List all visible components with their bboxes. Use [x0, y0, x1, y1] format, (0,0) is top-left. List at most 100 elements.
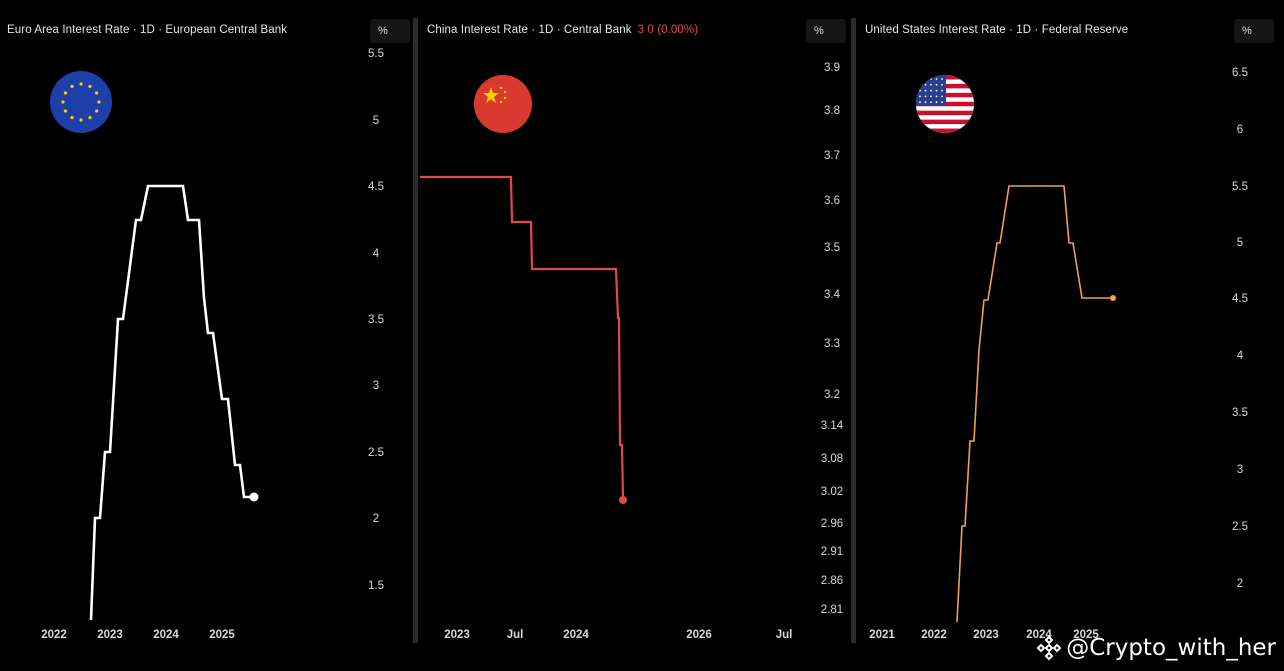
flag-star	[919, 78, 921, 80]
eu-flag-icon	[50, 71, 112, 133]
us-chart: 6.5 6 5.5 5 4.5 4 3.5 3 2.5 2 2021 2022 2023 2024 202…	[869, 67, 1248, 641]
flag-star	[924, 78, 927, 80]
eu-star	[94, 91, 99, 95]
flag-star	[935, 95, 938, 98]
euro-chart-title: Euro Area Interest Rate · 1D · European …	[7, 24, 288, 36]
flag-star	[941, 95, 943, 98]
y-tick-label: 6	[1237, 124, 1243, 136]
unit-button[interactable]: %	[806, 19, 846, 43]
eu-star	[61, 100, 65, 104]
x-tick-label: 2025	[1073, 629, 1099, 641]
last-value-marker	[1110, 295, 1116, 301]
x-tick-label: 2024	[153, 629, 179, 641]
x-tick-label: 2025	[209, 629, 235, 641]
eu-star	[79, 82, 83, 86]
y-tick-label: 4.5	[368, 181, 384, 193]
y-tick-label: 3.5	[824, 242, 840, 254]
y-tick-label: 3.08	[821, 453, 843, 465]
y-tick-label: 1.5	[368, 580, 384, 592]
x-tick-label: 2024	[563, 629, 589, 641]
us-chart-title: United States Interest Rate · 1D · Feder…	[865, 24, 1129, 36]
y-tick-label: 5	[373, 115, 379, 127]
flag-stripe	[916, 128, 974, 133]
flag-star	[919, 95, 921, 98]
flag-star	[924, 89, 927, 92]
watermark: @Crypto_with_her	[1036, 635, 1276, 661]
y-tick-label: 4	[373, 248, 380, 260]
last-value-marker	[619, 496, 627, 504]
x-tick-label: 2023	[444, 629, 470, 641]
eu-star	[88, 84, 92, 89]
y-tick-label: 2.5	[368, 447, 384, 459]
euro-panel: Euro Area Interest Rate · 1D · European …	[0, 0, 412, 645]
eu-star	[79, 118, 83, 122]
flag-star	[941, 78, 943, 80]
flag-star	[919, 83, 921, 86]
y-tick-label: 3.02	[821, 486, 843, 498]
y-tick-label: 3.5	[1232, 407, 1248, 419]
eu-star	[97, 100, 101, 104]
china-flag-icon	[474, 75, 532, 133]
y-tick-label: 3.4	[824, 289, 841, 301]
y-tick-label: 3.14	[821, 420, 844, 432]
flag-star	[919, 89, 921, 92]
us-panel: United States Interest Rate · 1D · Feder…	[858, 0, 1284, 645]
flag-star	[924, 101, 927, 104]
y-tick-label: 2.96	[821, 518, 843, 530]
y-tick-label: 5.5	[368, 48, 384, 60]
x-tick-label: Jul	[776, 629, 793, 641]
eu-star	[63, 91, 68, 95]
china-chart-title: China Interest Rate · 1D · Central Bank 3…	[427, 24, 699, 36]
y-tick-label: 2.91	[821, 546, 843, 558]
flag-star	[919, 101, 921, 104]
y-tick-label: 3.2	[824, 389, 840, 401]
panel-divider[interactable]	[413, 18, 418, 643]
y-tick-label: 3.9	[824, 62, 840, 74]
series-line	[420, 175, 625, 501]
x-tick-label: 2026	[686, 629, 712, 641]
china-panel: China Interest Rate · 1D · Central Bank 3…	[420, 0, 850, 645]
y-tick-label: 2	[373, 513, 379, 525]
y-tick-label: 2.5	[1232, 521, 1248, 533]
china-chart: 3.9 3.8 3.7 3.6 3.5 3.4 3.3 3.2 3.14 3.08 3.02 2.96…	[420, 62, 844, 641]
x-tick-label: 2022	[921, 629, 947, 641]
x-tick-label: 2023	[97, 629, 123, 641]
flag-star	[935, 101, 938, 104]
eu-star	[88, 115, 92, 120]
x-tick-label: 2022	[41, 629, 67, 641]
flag-star	[941, 101, 943, 104]
flag-star	[930, 78, 932, 80]
y-tick-label: 2	[1237, 578, 1243, 590]
y-tick-label: 2.81	[821, 604, 843, 616]
y-tick-label: 3.3	[824, 338, 840, 350]
y-tick-label: 5	[1237, 237, 1243, 249]
y-tick-label: 5.5	[1232, 181, 1248, 193]
y-tick-label: 4	[1237, 350, 1244, 362]
last-value-marker	[249, 492, 259, 502]
flag-stripe	[916, 119, 974, 125]
binance-logo-icon	[1036, 635, 1062, 661]
y-tick-label: 4.5	[1232, 293, 1248, 305]
euro-chart: 5.5 5 4.5 4 3.5 3 2.5 2 1.5 2022 2023 2024 2025	[41, 48, 384, 641]
x-tick-label: 2023	[973, 629, 999, 641]
y-tick-label: 3.7	[824, 150, 840, 162]
y-tick-label: 3.8	[824, 105, 840, 117]
eu-star	[63, 109, 68, 113]
flag-star	[935, 78, 938, 80]
panel-divider[interactable]	[851, 18, 856, 643]
flag-star	[935, 83, 938, 86]
flag-star	[930, 89, 932, 92]
x-tick-label: 2024	[1026, 629, 1052, 641]
eu-star	[94, 109, 99, 113]
unit-button[interactable]: %	[370, 19, 410, 43]
unit-button[interactable]: %	[1234, 19, 1274, 43]
x-tick-label: 2021	[869, 629, 895, 641]
flag-star	[941, 89, 943, 92]
flag-star	[930, 101, 932, 104]
flag-star	[930, 95, 932, 98]
y-tick-label: 3	[1237, 464, 1243, 476]
y-tick-label: 3	[373, 380, 379, 392]
eu-star	[70, 115, 74, 120]
flag-star	[930, 83, 932, 86]
y-tick-label: 3.6	[824, 195, 840, 207]
